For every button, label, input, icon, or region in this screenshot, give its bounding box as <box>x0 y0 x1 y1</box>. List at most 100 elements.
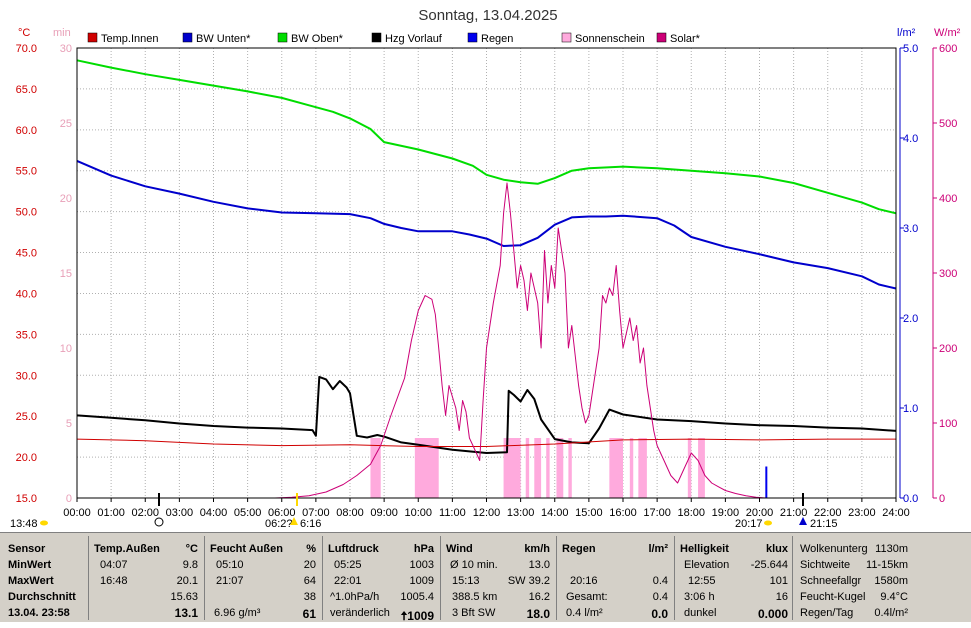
solar-tick-label: 100 <box>939 418 957 430</box>
legend-label: Hzg Vorlauf <box>385 33 443 45</box>
humid-now: 61 <box>302 607 316 621</box>
temp-tick-label: 55.0 <box>16 166 37 178</box>
legend-swatch <box>656 32 667 43</box>
rain-tick-label: 4.0 <box>903 133 918 145</box>
time-mark-left: 13:48 <box>10 518 38 530</box>
min-tick-label: 5 <box>66 418 72 430</box>
x-tick-label: 22:00 <box>814 507 842 519</box>
light-v4: 0.000 <box>757 607 788 621</box>
x-tick-label: 04:00 <box>200 507 228 519</box>
x-tick-label: 13:00 <box>507 507 535 519</box>
solar-tick-label: 0 <box>939 493 945 505</box>
legend-swatch <box>561 32 572 43</box>
sunshine-bar <box>609 438 623 498</box>
wind-title: Wind <box>446 543 473 555</box>
light-v1: -25.644 <box>750 559 788 571</box>
humidity-column: Feucht Außen% 05:10 20 21:07 64 38 6.96 g/… <box>206 536 323 621</box>
x-tick-label: 03:00 <box>166 507 194 519</box>
humid-avg: 38 <box>303 591 316 603</box>
wind-l3: 388.5 km <box>452 591 498 603</box>
legend-label: Regen <box>481 33 513 45</box>
light-l4: dunkel <box>684 607 717 619</box>
min-tick-label: 30 <box>60 43 72 55</box>
temp-min-value: 9.8 <box>182 559 198 571</box>
press-now: 🠅1009 <box>401 607 434 628</box>
x-tick-label: 15:00 <box>575 507 603 519</box>
light-l2: 12:55 <box>688 575 716 587</box>
humid-max-time: 21:07 <box>216 575 244 587</box>
min-tick-label: 25 <box>60 118 72 130</box>
rain-tick-label: 1.0 <box>903 403 918 415</box>
series-line-bwunten <box>76 159 897 290</box>
rain-column: Regen l/m² 20:16 0.4 Gesamt: 0.4 0.4 l/m² 0.… <box>558 536 675 621</box>
sunrise-label: 06:2? <box>265 518 293 530</box>
temp-tick-label: 70.0 <box>16 43 37 55</box>
moonset-icon <box>799 517 807 525</box>
wind-v3: 16.2 <box>528 591 550 603</box>
rain-l3: Gesamt: <box>566 591 608 603</box>
wind-l2: 15:13 <box>452 575 480 587</box>
min-label: MinWert <box>8 559 52 571</box>
press-now-value: 1009 <box>407 609 434 623</box>
temp-tick-label: 20.0 <box>16 452 37 464</box>
chart-axes: 00:00 01:00 02:00 03:00 04:00 05:00 06:00 07:00… <box>10 27 961 530</box>
x-tick-label: 14:00 <box>541 507 569 519</box>
press-min-time: 05:25 <box>334 559 362 571</box>
humid-abs: 6.96 g/m³ <box>214 607 261 619</box>
solar-tick-label: 500 <box>939 118 957 130</box>
light-column: Helligkeit klux Elevation -25.644 12:55 101… <box>676 536 793 621</box>
humid-min-time: 05:10 <box>216 559 244 571</box>
sensor-column: Sensor MinWert MaxWert Durchschnitt 13.0… <box>4 536 89 620</box>
rain-v2: 0.4 <box>652 575 668 587</box>
legend-swatch <box>371 32 382 43</box>
sunset-label: 20:17 <box>735 518 763 530</box>
x-tick-label: 06:00 <box>268 507 296 519</box>
misc-v5: 0.4l/m² <box>874 607 908 619</box>
rain-l4: 0.4 l/m² <box>566 607 603 619</box>
rain-l2: 20:16 <box>570 575 598 587</box>
rain-tick-label: 3.0 <box>903 223 918 235</box>
misc-l5: Regen/Tag <box>800 607 854 619</box>
rain-unit: l/m² <box>648 543 668 555</box>
press-avg: 1005.4 <box>400 591 434 603</box>
pressure-column: Luftdruck hPa 05:25 1003 22:01 1009 ^1.0hPa… <box>324 536 441 623</box>
sunshine-bar <box>638 438 647 498</box>
wind-l1: Ø 10 min. <box>450 559 498 571</box>
sensor-title: Sensor <box>8 543 46 555</box>
x-tick-label: 05:00 <box>234 507 262 519</box>
sunshine-bar <box>629 438 634 498</box>
rain-title: Regen <box>562 543 596 555</box>
x-tick-label: 02:00 <box>131 507 159 519</box>
temp-max-value: 20.1 <box>176 575 198 587</box>
humid-min-value: 20 <box>303 559 316 571</box>
light-v3: 16 <box>775 591 788 603</box>
solar-tick-label: 400 <box>939 193 957 205</box>
press-max-time: 22:01 <box>334 575 362 587</box>
chart-grid <box>77 48 896 498</box>
wind-v2: SW 39.2 <box>507 575 550 587</box>
x-tick-label: 00:00 <box>63 507 91 519</box>
legend-swatch <box>277 32 288 43</box>
temp-tick-label: 25.0 <box>16 411 37 423</box>
temp-tick-label: 15.0 <box>16 493 37 505</box>
sunshine-bar <box>414 438 439 498</box>
press-trend: ^1.0hPa/h <box>330 591 380 603</box>
x-tick-label: 23:00 <box>848 507 876 519</box>
rain-v4: 0.0 <box>651 607 668 621</box>
temp-tick-label: 30.0 <box>16 370 37 382</box>
series-line-solar <box>77 182 896 499</box>
max-label: MaxWert <box>8 575 54 587</box>
chart-title: Sonntag, 13.04.2025 <box>418 7 557 24</box>
moon-icon <box>154 517 164 527</box>
x-tick-label: 19:00 <box>712 507 740 519</box>
chart-legend: Temp.Innen BW Unten* BW Oben* Hzg Vorlauf Re… <box>87 32 701 45</box>
temp-title: Temp.Außen <box>94 543 160 555</box>
temp-unit: °C <box>185 543 198 555</box>
light-l1: Elevation <box>684 559 730 571</box>
misc-v1: 1130m <box>875 543 908 555</box>
press-min-value: 1003 <box>409 559 434 571</box>
min-tick-label: 0 <box>66 493 72 505</box>
x-tick-label: 16:00 <box>609 507 637 519</box>
misc-v4: 9.4°C <box>880 591 908 603</box>
x-tick-label: 01:00 <box>97 507 125 519</box>
